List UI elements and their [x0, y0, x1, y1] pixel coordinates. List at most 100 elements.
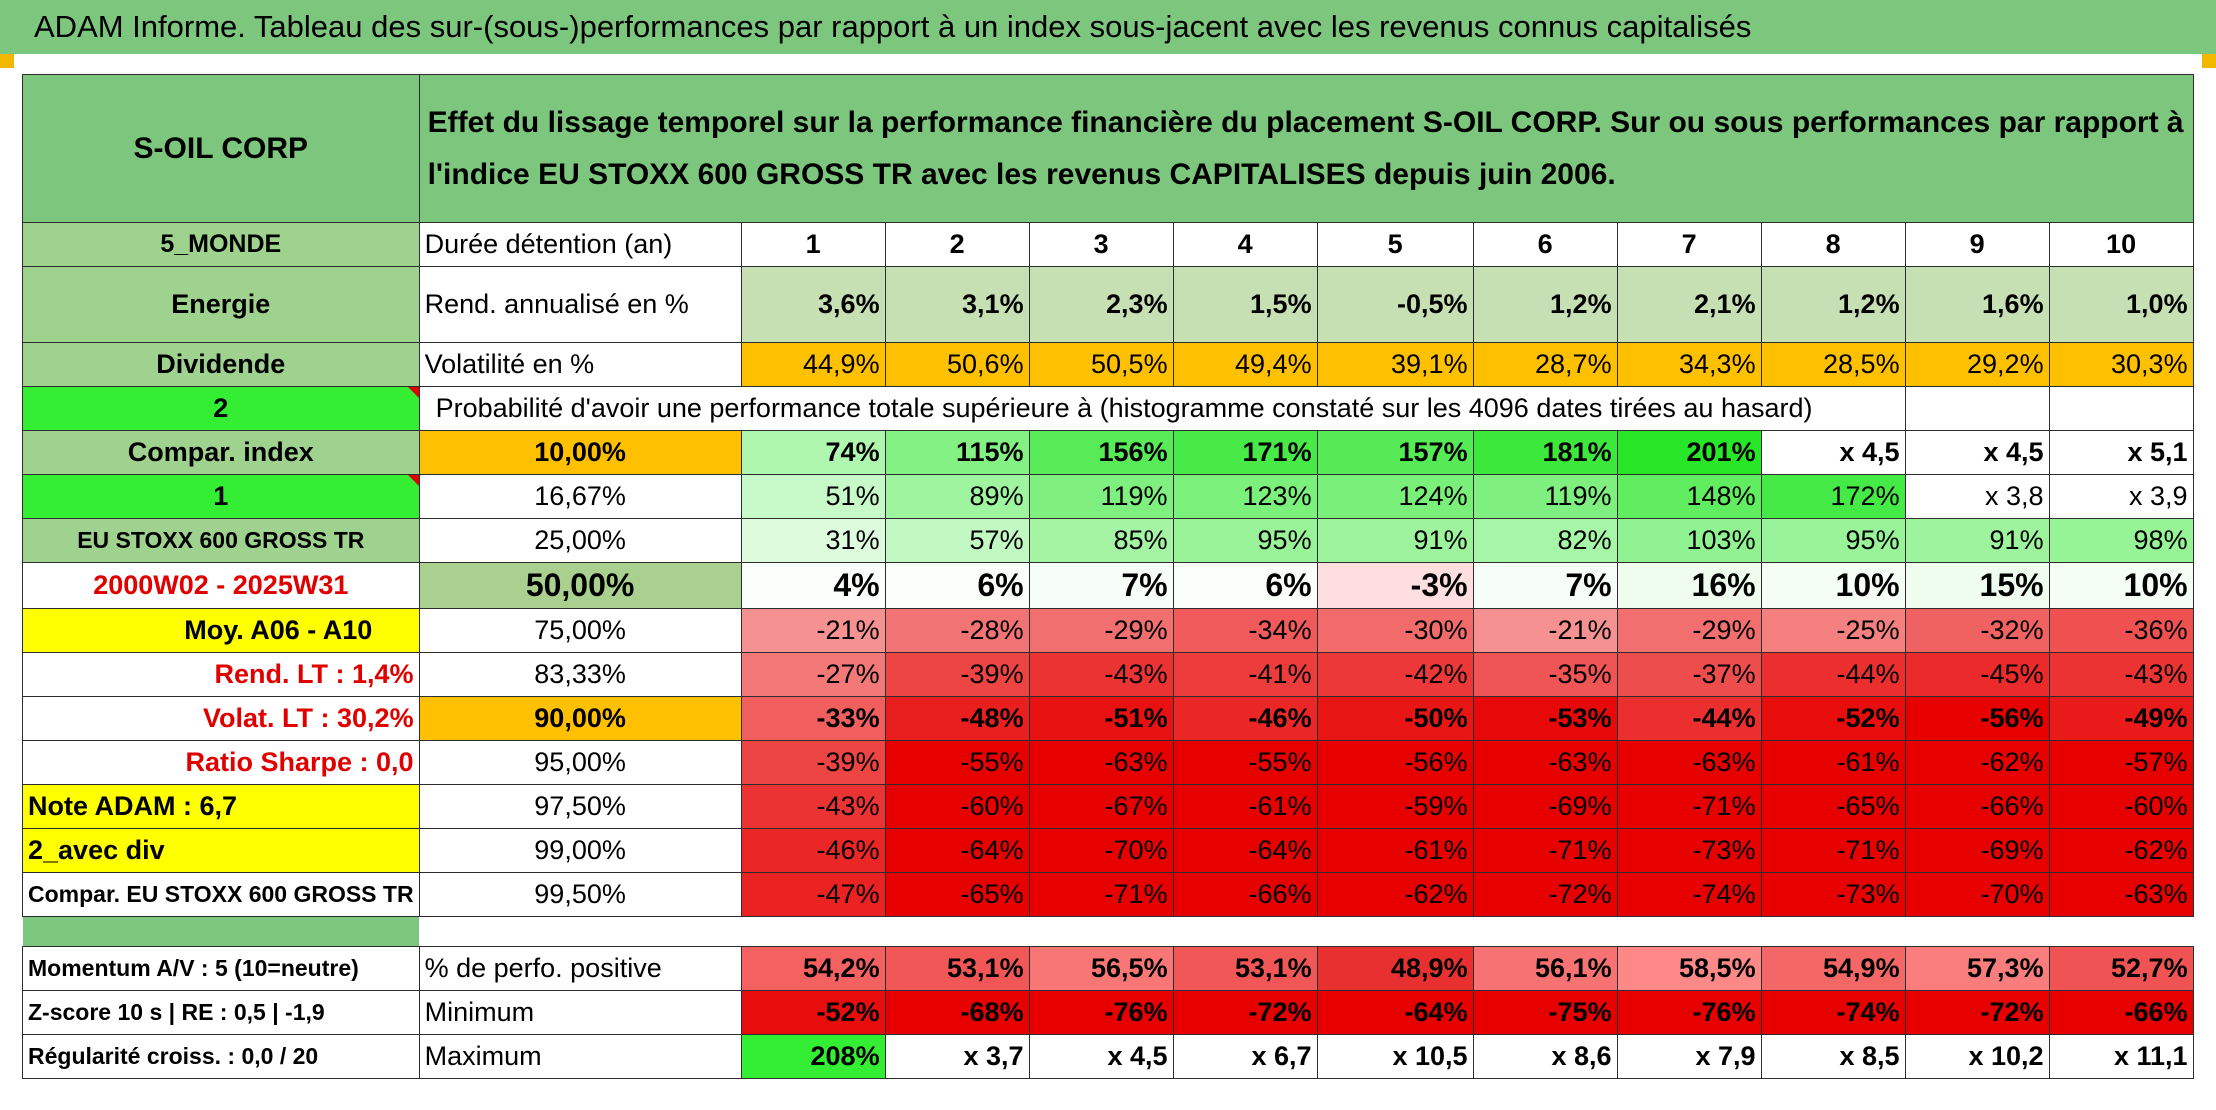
- quantile-cell: -51%: [1028, 696, 1174, 741]
- min-cell: -64%: [1316, 990, 1474, 1035]
- year-header: 6: [1472, 222, 1618, 267]
- volat-cell: 28,5%: [1760, 342, 1906, 387]
- max-cell: x 11,1: [2048, 1034, 2194, 1079]
- quantile-cell: -37%: [1616, 652, 1762, 697]
- quantile-cell: -50%: [1316, 696, 1474, 741]
- quantile-label: 95,00%: [418, 740, 742, 785]
- quantile-cell: -61%: [1172, 784, 1318, 829]
- quantile-cell: 98%: [2048, 518, 2194, 563]
- rend-cell: 1,0%: [2048, 266, 2194, 343]
- quantile-label: 99,50%: [418, 872, 742, 917]
- pct-pos-cell: 54,2%: [740, 946, 886, 991]
- min-cell: -74%: [1760, 990, 1906, 1035]
- quantile-cell: 7%: [1028, 562, 1174, 609]
- quantile-cell: -32%: [1904, 608, 2050, 653]
- quantile-cell: -61%: [1316, 828, 1474, 873]
- quantile-cell: -53%: [1472, 696, 1618, 741]
- volat-cell: 50,6%: [884, 342, 1030, 387]
- quantile-cell: 172%: [1760, 474, 1906, 519]
- table-description: Effet du lissage temporel sur la perform…: [418, 74, 2194, 223]
- quantile-cell: -44%: [1760, 652, 1906, 697]
- quantile-label: 10,00%: [418, 430, 742, 475]
- quantile-cell: 103%: [1616, 518, 1762, 563]
- sharpe-label: Ratio Sharpe : 0,0: [22, 740, 420, 785]
- year-header: 2: [884, 222, 1030, 267]
- quantile-cell: 119%: [1028, 474, 1174, 519]
- spacer: [419, 917, 2193, 947]
- quantile-cell: -63%: [1028, 740, 1174, 785]
- quantile-cell: 89%: [884, 474, 1030, 519]
- year-header: 4: [1172, 222, 1318, 267]
- quantile-cell: -69%: [1472, 784, 1618, 829]
- quantile-cell: 6%: [884, 562, 1030, 609]
- momentum-label: Momentum A/V : 5 (10=neutre): [22, 946, 420, 991]
- note-label: Note ADAM : 6,7: [22, 784, 420, 829]
- min-cell: -52%: [740, 990, 886, 1035]
- max-cell: x 7,9: [1616, 1034, 1762, 1079]
- quantile-cell: -60%: [884, 784, 1030, 829]
- quantile-cell: 123%: [1172, 474, 1318, 519]
- quantile-cell: -33%: [740, 696, 886, 741]
- quantile-cell: -64%: [884, 828, 1030, 873]
- quantile-cell: -55%: [1172, 740, 1318, 785]
- quantile-cell: -29%: [1028, 608, 1174, 653]
- rend-header: Rend. annualisé en %: [418, 266, 742, 343]
- quantile-cell: -63%: [1472, 740, 1618, 785]
- quantile-cell: -43%: [740, 784, 886, 829]
- quantile-cell: 124%: [1316, 474, 1474, 519]
- max-cell: x 8,5: [1760, 1034, 1906, 1079]
- compar-full-label: Compar. EU STOXX 600 GROSS TR: [22, 872, 420, 917]
- quantile-cell: -73%: [1760, 872, 1906, 917]
- duree-header: Durée détention (an): [418, 222, 742, 267]
- quantile-cell: -65%: [884, 872, 1030, 917]
- year-header: 3: [1028, 222, 1174, 267]
- pct-pos-cell: 57,3%: [1904, 946, 2050, 991]
- quantile-cell: 16%: [1616, 562, 1762, 609]
- year-header: 10: [2048, 222, 2194, 267]
- quantile-cell: -39%: [740, 740, 886, 785]
- volat-cell: 49,4%: [1172, 342, 1318, 387]
- quantile-cell: -71%: [1472, 828, 1618, 873]
- quantile-cell: 95%: [1760, 518, 1906, 563]
- pct-pos-cell: 56,5%: [1028, 946, 1174, 991]
- rend-cell: 1,2%: [1472, 266, 1618, 343]
- zone-label: 5_MONDE: [22, 222, 420, 267]
- quantile-cell: 10%: [2048, 562, 2194, 609]
- quantile-cell: -48%: [884, 696, 1030, 741]
- selector-1[interactable]: 1: [22, 474, 420, 519]
- quantile-label: 75,00%: [418, 608, 742, 653]
- volat-cell: 30,3%: [2048, 342, 2194, 387]
- quantile-cell: 10%: [1760, 562, 1906, 609]
- volat-lt-label: Volat. LT : 30,2%: [22, 696, 420, 741]
- type-label: Dividende: [22, 342, 420, 387]
- corner-marker: [0, 54, 14, 68]
- min-header: Minimum: [418, 990, 742, 1035]
- quantile-cell: -72%: [1472, 872, 1618, 917]
- min-cell: -76%: [1028, 990, 1174, 1035]
- rend-cell: 2,1%: [1616, 266, 1762, 343]
- quantile-cell: 15%: [1904, 562, 2050, 609]
- quantile-label: 25,00%: [418, 518, 742, 563]
- quantile-label: 90,00%: [418, 696, 742, 741]
- volat-header: Volatilité en %: [418, 342, 742, 387]
- quantile-cell: -29%: [1616, 608, 1762, 653]
- quantile-cell: 91%: [1316, 518, 1474, 563]
- quantile-cell: -39%: [884, 652, 1030, 697]
- min-cell: -66%: [2048, 990, 2194, 1035]
- quantile-label: 97,50%: [418, 784, 742, 829]
- quantile-cell: -74%: [1616, 872, 1762, 917]
- quantile-cell: -70%: [1028, 828, 1174, 873]
- min-cell: -72%: [1172, 990, 1318, 1035]
- quantile-cell: 156%: [1028, 430, 1174, 475]
- max-cell: x 8,6: [1472, 1034, 1618, 1079]
- quantile-label: 99,00%: [418, 828, 742, 873]
- pct-pos-cell: 56,1%: [1472, 946, 1618, 991]
- quantile-cell: 171%: [1172, 430, 1318, 475]
- quantile-cell: -69%: [1904, 828, 2050, 873]
- quantile-cell: -21%: [740, 608, 886, 653]
- spacer-green: [22, 916, 420, 947]
- quantile-cell: -42%: [1316, 652, 1474, 697]
- selector-2[interactable]: 2: [22, 386, 420, 431]
- quantile-cell: 91%: [1904, 518, 2050, 563]
- volat-cell: 29,2%: [1904, 342, 2050, 387]
